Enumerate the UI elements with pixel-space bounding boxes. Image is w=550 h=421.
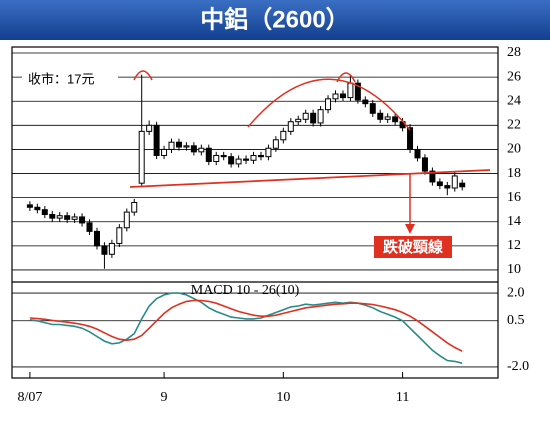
macd-label: MACD 10 - 26(10) — [191, 283, 300, 298]
candle-body — [414, 148, 421, 159]
y-tick-label: 26 — [507, 69, 521, 84]
candle-body — [339, 93, 346, 99]
plot-frame — [11, 46, 499, 379]
arc-left-shoulder — [133, 70, 153, 81]
candle-body — [131, 201, 138, 213]
candle-body — [198, 147, 205, 153]
candle-body — [332, 93, 339, 100]
candle-body — [421, 157, 428, 172]
y-tick-label: 14 — [507, 214, 521, 229]
candle-body — [34, 206, 41, 211]
candle-body — [243, 158, 250, 161]
candle-body — [146, 124, 153, 132]
note-box — [22, 70, 118, 90]
y-tick-label: 22 — [507, 118, 521, 133]
candle-body — [265, 147, 272, 158]
y2-tick-label: 0.5 — [507, 313, 525, 328]
candle-body — [354, 82, 361, 101]
chart-title: 中鋁（2600） — [200, 5, 349, 33]
candle-body — [175, 141, 182, 148]
y-tick-label: 16 — [507, 190, 521, 205]
candle-body — [310, 112, 317, 124]
candle-body — [161, 148, 168, 156]
candle-body — [295, 118, 302, 123]
title-banner — [0, 0, 550, 40]
candle-body — [257, 154, 264, 158]
candle-body — [41, 209, 48, 216]
y-tick-label: 28 — [507, 45, 521, 60]
candle-body — [153, 124, 160, 156]
candle-body — [79, 216, 86, 224]
annotation-box — [374, 236, 452, 258]
candle-body — [369, 103, 376, 114]
y-tick-label: 24 — [507, 93, 521, 108]
y-tick-label: 12 — [507, 238, 521, 253]
arc-small — [336, 72, 356, 83]
candle-body — [183, 145, 190, 148]
candle-body — [384, 116, 391, 120]
candle-body — [116, 227, 123, 244]
candle-body — [317, 109, 324, 124]
y2-tick-label: 2.0 — [507, 285, 525, 300]
candle-body — [325, 98, 332, 111]
price-note: 收市：17元 — [28, 71, 94, 86]
candle-body — [49, 214, 56, 219]
candle-body — [138, 130, 145, 184]
x-tick-label: 8/07 — [17, 390, 42, 405]
candle-body — [26, 204, 33, 208]
candle-body — [407, 127, 414, 150]
candle-body — [123, 211, 130, 229]
candle-body — [280, 130, 287, 141]
candle-body — [362, 99, 369, 105]
candle-body — [459, 182, 466, 188]
candle-body — [101, 245, 108, 255]
x-tick-label: 9 — [161, 390, 168, 405]
candle-body — [444, 185, 451, 189]
x-tick-label: 10 — [276, 390, 290, 405]
candle-body — [272, 139, 279, 149]
candle-body — [220, 154, 227, 158]
candle-body — [108, 242, 115, 255]
arrow-head — [405, 224, 415, 234]
candle-body — [71, 216, 78, 220]
candle-body — [392, 116, 399, 123]
candle-body — [228, 156, 235, 165]
candle-body — [235, 158, 242, 165]
candle-body — [190, 145, 197, 153]
candle-body — [168, 141, 175, 150]
y2-tick-label: -2.0 — [507, 359, 529, 374]
candle-body — [205, 147, 212, 162]
candle-body — [347, 82, 354, 99]
macd-line — [29, 292, 463, 364]
arc-head — [247, 78, 411, 131]
candle-body — [93, 230, 100, 247]
annotation: 跌破頸線 — [383, 238, 443, 256]
candle-body — [451, 175, 458, 189]
candle-body — [213, 154, 220, 162]
candle-body — [56, 215, 63, 219]
y-tick-label: 18 — [507, 166, 521, 181]
y-tick-label: 20 — [507, 142, 521, 157]
candle-body — [377, 112, 384, 120]
candle-body — [64, 215, 71, 220]
candle-body — [302, 112, 309, 120]
candle-body — [250, 154, 257, 161]
y-tick-label: 10 — [507, 262, 521, 277]
neckline — [129, 169, 491, 188]
candle-body — [429, 170, 436, 183]
macd-line — [29, 299, 463, 352]
x-tick-label: 11 — [396, 390, 409, 405]
candle-body — [287, 121, 294, 132]
candle-body — [436, 181, 443, 187]
candle-body — [86, 222, 93, 232]
